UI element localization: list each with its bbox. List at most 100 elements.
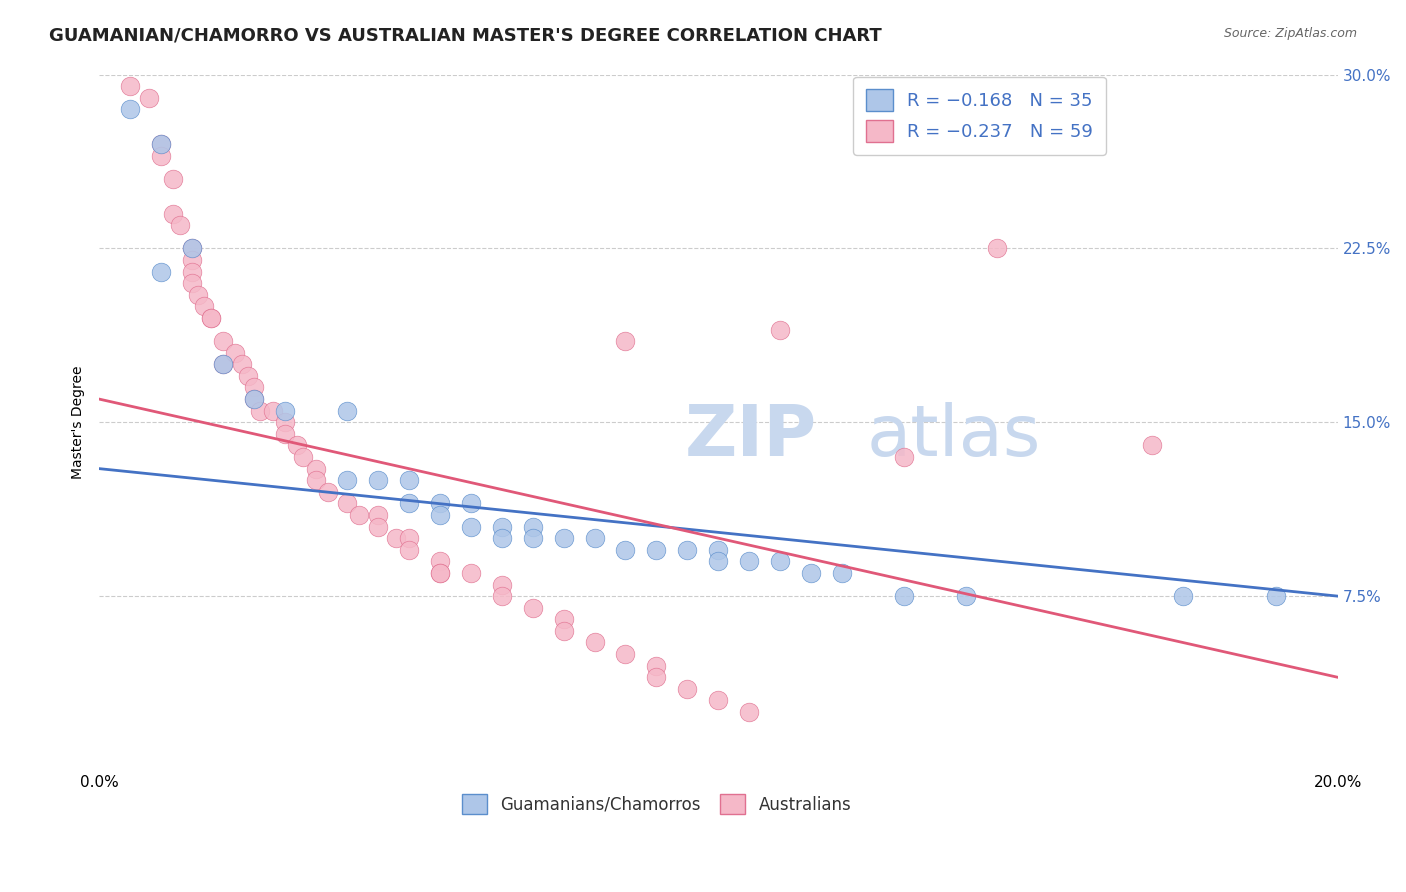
Point bbox=[181, 264, 204, 278]
Point bbox=[193, 299, 215, 313]
Point bbox=[398, 531, 420, 545]
Point bbox=[522, 531, 544, 545]
Text: ZIP: ZIP bbox=[685, 401, 817, 471]
Point bbox=[522, 519, 544, 533]
Point bbox=[231, 357, 253, 371]
Point bbox=[316, 484, 339, 499]
Point bbox=[181, 252, 204, 267]
Point bbox=[707, 542, 730, 557]
Point bbox=[181, 276, 204, 290]
Point bbox=[367, 473, 389, 487]
Point bbox=[305, 473, 328, 487]
Point bbox=[645, 658, 668, 673]
Point bbox=[212, 357, 235, 371]
Point bbox=[187, 287, 209, 301]
Point bbox=[249, 403, 271, 417]
Point bbox=[522, 600, 544, 615]
Text: atlas: atlas bbox=[868, 401, 1042, 471]
Point bbox=[614, 647, 637, 661]
Point bbox=[224, 345, 246, 359]
Text: Source: ZipAtlas.com: Source: ZipAtlas.com bbox=[1223, 27, 1357, 40]
Point bbox=[243, 392, 266, 406]
Point bbox=[707, 554, 730, 568]
Point bbox=[769, 322, 792, 336]
Point bbox=[336, 473, 359, 487]
Point bbox=[347, 508, 370, 522]
Point bbox=[200, 310, 222, 325]
Point bbox=[274, 426, 297, 441]
Point bbox=[491, 531, 513, 545]
Point bbox=[150, 149, 173, 163]
Point bbox=[262, 403, 284, 417]
Y-axis label: Master's Degree: Master's Degree bbox=[72, 366, 86, 479]
Point bbox=[955, 589, 977, 603]
Point bbox=[491, 577, 513, 591]
Point bbox=[553, 612, 575, 626]
Point bbox=[120, 103, 142, 117]
Point bbox=[292, 450, 315, 464]
Point bbox=[769, 554, 792, 568]
Point bbox=[398, 542, 420, 557]
Point bbox=[212, 357, 235, 371]
Point bbox=[676, 542, 699, 557]
Point bbox=[181, 241, 204, 255]
Point bbox=[1264, 589, 1286, 603]
Point bbox=[986, 241, 1008, 255]
Point bbox=[614, 334, 637, 348]
Point bbox=[367, 508, 389, 522]
Point bbox=[460, 519, 482, 533]
Point bbox=[738, 554, 761, 568]
Point bbox=[138, 91, 160, 105]
Text: GUAMANIAN/CHAMORRO VS AUSTRALIAN MASTER'S DEGREE CORRELATION CHART: GUAMANIAN/CHAMORRO VS AUSTRALIAN MASTER'… bbox=[49, 27, 882, 45]
Point bbox=[162, 206, 184, 220]
Point bbox=[491, 519, 513, 533]
Point bbox=[181, 241, 204, 255]
Legend: Guamanians/Chamorros, Australians: Guamanians/Chamorros, Australians bbox=[451, 784, 862, 824]
Point bbox=[676, 681, 699, 696]
Point bbox=[491, 589, 513, 603]
Point bbox=[398, 473, 420, 487]
Point bbox=[553, 531, 575, 545]
Point bbox=[800, 566, 823, 580]
Point bbox=[336, 496, 359, 510]
Point bbox=[429, 566, 451, 580]
Point bbox=[460, 496, 482, 510]
Point bbox=[1171, 589, 1194, 603]
Point bbox=[645, 670, 668, 684]
Point bbox=[429, 496, 451, 510]
Point bbox=[367, 519, 389, 533]
Point bbox=[169, 218, 191, 232]
Point bbox=[212, 334, 235, 348]
Point bbox=[614, 542, 637, 557]
Point bbox=[893, 589, 915, 603]
Point bbox=[305, 461, 328, 475]
Point bbox=[150, 264, 173, 278]
Point bbox=[831, 566, 853, 580]
Point bbox=[429, 508, 451, 522]
Point bbox=[583, 531, 606, 545]
Point bbox=[385, 531, 408, 545]
Point bbox=[336, 403, 359, 417]
Point bbox=[1140, 438, 1163, 452]
Point bbox=[893, 450, 915, 464]
Point bbox=[150, 137, 173, 152]
Point bbox=[583, 635, 606, 649]
Point bbox=[120, 79, 142, 94]
Point bbox=[398, 496, 420, 510]
Point bbox=[150, 137, 173, 152]
Point bbox=[236, 368, 259, 383]
Point bbox=[429, 554, 451, 568]
Point bbox=[553, 624, 575, 638]
Point bbox=[243, 392, 266, 406]
Point bbox=[460, 566, 482, 580]
Point bbox=[707, 693, 730, 707]
Point bbox=[429, 566, 451, 580]
Point bbox=[274, 415, 297, 429]
Point bbox=[243, 380, 266, 394]
Point bbox=[285, 438, 308, 452]
Point bbox=[200, 310, 222, 325]
Point bbox=[274, 403, 297, 417]
Point bbox=[738, 705, 761, 719]
Point bbox=[645, 542, 668, 557]
Point bbox=[162, 171, 184, 186]
